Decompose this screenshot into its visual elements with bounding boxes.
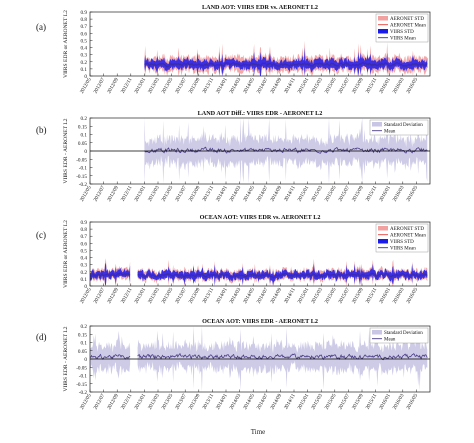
series-line bbox=[137, 273, 428, 279]
legend-label: AERONET STD bbox=[390, 17, 424, 22]
y-tick-label: 0.15 bbox=[78, 332, 87, 338]
legend-label: VIIRS Mean bbox=[390, 37, 416, 42]
y-tick-label: -0.15 bbox=[76, 174, 87, 180]
legend-box bbox=[369, 327, 429, 344]
x-axis-title: Time bbox=[251, 428, 266, 436]
legend: Standard Deviation Mean bbox=[369, 119, 429, 136]
legend-swatch bbox=[372, 122, 382, 127]
y-tick-label: 0 bbox=[84, 149, 87, 155]
series-mean bbox=[90, 353, 428, 361]
legend-label: AERONET STD bbox=[390, 227, 424, 232]
y-tick-label: 0.1 bbox=[81, 341, 88, 347]
chart-title: LAND AOT Diff.: VIIRS EDR - AERONET L2 bbox=[198, 110, 323, 117]
legend: Standard Deviation Mean bbox=[369, 327, 429, 344]
y-tick-label: 0.2 bbox=[81, 116, 88, 122]
y-tick-label: -0.15 bbox=[76, 382, 87, 388]
y-tick-label: 0.2 bbox=[81, 60, 88, 66]
y-axis-label: VIIRS EDR - AERONET L2 bbox=[63, 118, 69, 183]
y-tick-label: 0.2 bbox=[81, 324, 88, 330]
y-tick-label: 0.2 bbox=[81, 270, 88, 276]
y-tick-label: -0.05 bbox=[76, 365, 87, 371]
y-tick-label: 0.7 bbox=[81, 234, 88, 240]
y-tick-label: 0.1 bbox=[81, 67, 88, 73]
legend-swatch bbox=[378, 226, 388, 231]
chart-title: OCEAN AOT: VIIRS EDR - AERONET L2 bbox=[202, 318, 318, 325]
y-tick-label: -0.1 bbox=[79, 166, 88, 172]
y-tick-label: 0.9 bbox=[81, 10, 88, 16]
series-line bbox=[90, 273, 131, 278]
y-axis-label: VIIRS EDR - AERONET L2 bbox=[63, 326, 69, 391]
chart-title: OCEAN AOT: VIIRS EDR vs. AERONET L2 bbox=[200, 214, 321, 221]
legend-label: VIIRS STD bbox=[390, 30, 414, 35]
chart-title: LAND AOT: VIIRS EDR vs. AERONET L2 bbox=[202, 4, 318, 11]
y-tick-label: 0.05 bbox=[78, 349, 87, 355]
y-axis-label: VIIRS EDR or AERONET L2 bbox=[63, 10, 69, 78]
y-tick-label: -0.2 bbox=[79, 390, 88, 396]
series-line bbox=[144, 62, 428, 68]
legend-label: Standard Deviation bbox=[384, 331, 423, 336]
y-tick-label: -0.1 bbox=[79, 374, 88, 380]
series-viirs-mean bbox=[144, 62, 428, 68]
y-tick-label: 0.7 bbox=[81, 24, 88, 30]
y-tick-label: 0.3 bbox=[81, 53, 88, 59]
series-line bbox=[90, 353, 131, 360]
y-tick-label: -0.2 bbox=[79, 182, 88, 188]
legend-label: VIIRS STD bbox=[390, 240, 414, 245]
band-area bbox=[144, 47, 428, 76]
y-tick-label: 0.8 bbox=[81, 17, 88, 23]
legend-label: Standard Deviation bbox=[384, 123, 423, 128]
y-tick-label: 0.3 bbox=[81, 263, 88, 269]
panel-label: (c) bbox=[36, 230, 46, 240]
legend-swatch bbox=[378, 239, 388, 244]
legend-swatch bbox=[378, 29, 388, 34]
legend-label: AERONET Mean bbox=[390, 234, 426, 239]
plot-frame bbox=[89, 11, 431, 77]
legend-label: Mean bbox=[384, 130, 396, 135]
legend-label: AERONET Mean bbox=[390, 24, 426, 29]
y-tick-label: 0.15 bbox=[78, 124, 87, 130]
band-area bbox=[90, 262, 131, 285]
y-tick-label: 0.1 bbox=[81, 277, 88, 283]
y-axis-label: VIIRS EDR or AERONET L2 bbox=[63, 220, 69, 288]
y-tick-label: 0 bbox=[84, 284, 87, 290]
y-tick-label: 0.05 bbox=[78, 141, 87, 147]
y-tick-label: 0.6 bbox=[81, 241, 88, 247]
y-tick-label: -0.05 bbox=[76, 157, 87, 163]
series-viirs-mean bbox=[90, 273, 428, 279]
panel-label: (d) bbox=[36, 332, 47, 342]
legend-label: VIIRS Mean bbox=[390, 247, 416, 252]
legend-swatch bbox=[378, 16, 388, 21]
y-tick-label: 0.1 bbox=[81, 133, 88, 139]
panel-label: (b) bbox=[36, 125, 47, 135]
legend-swatch bbox=[372, 330, 382, 335]
series-line bbox=[137, 353, 428, 361]
y-tick-label: 0.5 bbox=[81, 38, 88, 44]
panel-label: (a) bbox=[36, 22, 46, 32]
y-tick-label: 0.9 bbox=[81, 220, 88, 226]
y-tick-label: 0 bbox=[84, 74, 87, 80]
y-tick-label: 0.4 bbox=[81, 46, 88, 52]
y-tick-label: 0.5 bbox=[81, 248, 88, 254]
y-tick-label: 0.4 bbox=[81, 256, 88, 262]
plot-frame bbox=[89, 221, 431, 287]
y-tick-label: 0 bbox=[84, 357, 87, 363]
series-viirs-std bbox=[144, 47, 428, 76]
y-tick-label: 0.8 bbox=[81, 227, 88, 233]
legend-label: Mean bbox=[384, 338, 396, 343]
y-tick-label: 0.6 bbox=[81, 31, 88, 37]
legend-box bbox=[369, 119, 429, 136]
